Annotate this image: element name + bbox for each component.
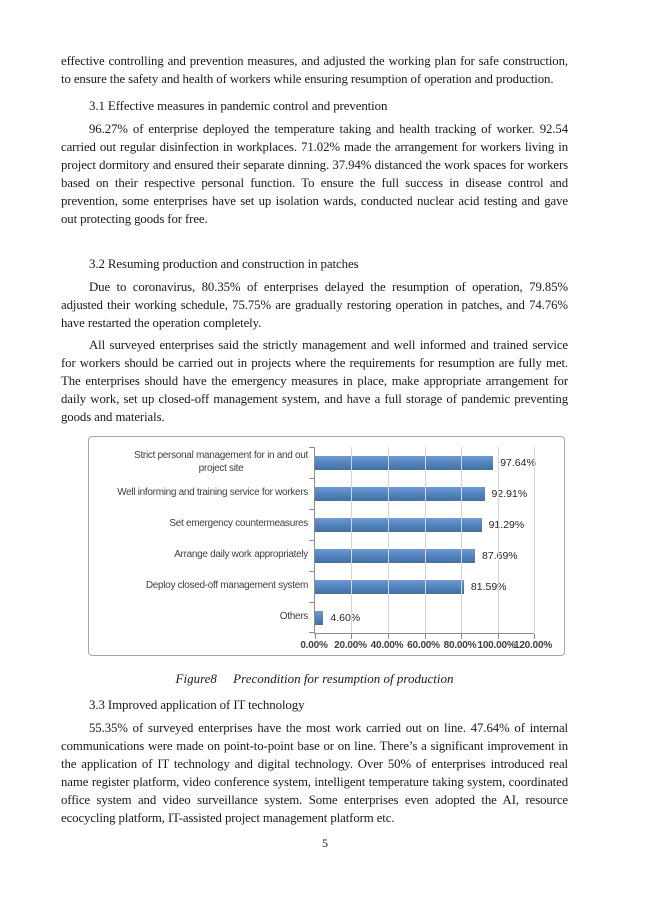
chart-category-tick bbox=[309, 602, 315, 603]
chart-category-tick bbox=[309, 477, 315, 479]
chart-category-label: Set emergency countermeasures bbox=[95, 509, 308, 540]
paragraph-intro: effective controlling and prevention mea… bbox=[61, 54, 568, 86]
chart-category-label: Well informing and training service for … bbox=[95, 478, 308, 509]
chart-category-label-text: Set emergency countermeasures bbox=[169, 518, 308, 530]
chart-bar-value-label: 97.64% bbox=[500, 456, 536, 469]
chart-bar-value-label: 92.91% bbox=[491, 487, 528, 500]
chart-category-label-text: Well informing and training service for … bbox=[117, 487, 308, 499]
chart-bar bbox=[315, 610, 324, 625]
heading-3-1: 3.1 Effective measures in pandemic contr… bbox=[89, 99, 388, 113]
paragraph-3-3: 55.35% of surveyed enterprises have the … bbox=[61, 721, 568, 825]
chart-category-label-text: Others bbox=[279, 611, 309, 623]
chart-category-label-text: Deploy closed-off management system bbox=[145, 580, 308, 592]
chart-gridline bbox=[497, 447, 499, 633]
chart-bar bbox=[315, 548, 476, 563]
chart-x-axis-tick-label: 80.00% bbox=[443, 640, 477, 651]
chart-x-axis-tick-label: 0.00% bbox=[300, 640, 328, 651]
chart-bar-row: 87.69% bbox=[315, 540, 534, 571]
chart-category-label: Others bbox=[95, 602, 309, 633]
chart-x-axis-tick-label: 100.00% bbox=[477, 640, 516, 651]
heading-3-2: 3.2 Resuming production and construction… bbox=[89, 257, 359, 271]
paragraph-3-1: 96.27% of enterprise deployed the temper… bbox=[61, 122, 568, 226]
chart-value-axis-labels: 0.00% 20.00% 40.00% 60.00% 80.00% 100.00% 120.… bbox=[300, 640, 552, 656]
chart-category-label: Deploy closed-off management system bbox=[95, 571, 308, 602]
chart-category-label-text: Arrange daily work appropriately bbox=[174, 549, 308, 561]
chart-bar bbox=[315, 517, 482, 532]
chart-category-tick bbox=[309, 540, 315, 541]
chart-category-tick bbox=[309, 570, 315, 572]
chart-gridline bbox=[534, 447, 535, 633]
chart-x-axis-tick-label: 40.00% bbox=[370, 640, 404, 651]
chart-gridline bbox=[460, 447, 462, 633]
chart-category-label-text: Strict personal management for in and ou… bbox=[134, 450, 308, 474]
chart-bar bbox=[315, 579, 464, 594]
figure8-bar-chart: Strict personal management for in and ou… bbox=[88, 436, 565, 656]
chart-gridline bbox=[351, 447, 353, 633]
chart-gridline bbox=[424, 447, 426, 633]
chart-category-label: Strict personal management for in and ou… bbox=[95, 447, 308, 478]
chart-plot-area: 97.64% 92.91% 91.29% 87.69% 81.59% 4.60% bbox=[309, 447, 536, 639]
chart-category-tick bbox=[309, 447, 315, 448]
chart-x-axis-tick-label: 120.00% bbox=[513, 640, 553, 651]
chart-value-tick bbox=[534, 634, 535, 639]
chart-x-axis-tick-label: 60.00% bbox=[407, 640, 440, 651]
chart-bar-value-label: 81.59% bbox=[470, 580, 507, 593]
chart-bar bbox=[315, 486, 485, 501]
chart-category-axis-labels: Strict personal management for in and ou… bbox=[95, 447, 308, 633]
chart-value-tick bbox=[315, 634, 316, 639]
chart-bar-row: 92.91% bbox=[315, 478, 534, 509]
page-number: 5 bbox=[322, 836, 328, 850]
chart-bar-value-label: 87.69% bbox=[482, 549, 518, 562]
chart-value-tick bbox=[460, 634, 462, 639]
chart-value-tick bbox=[351, 634, 353, 639]
paragraph-3-2-b: All surveyed enterprises said the strict… bbox=[61, 338, 568, 424]
paragraph-3-2-a: Due to coronavirus, 80.35% of enterprise… bbox=[61, 280, 568, 330]
chart-category-tick bbox=[309, 632, 315, 633]
heading-3-3: 3.3 Improved application of IT technolog… bbox=[89, 698, 305, 712]
chart-value-tick bbox=[387, 634, 389, 639]
chart-bar bbox=[315, 455, 494, 470]
chart-category-tick bbox=[309, 508, 315, 510]
figure-caption: Figure8 Precondition for resumption of p… bbox=[175, 671, 454, 686]
page-content: effective controlling and prevention mea… bbox=[61, 52, 568, 831]
chart-value-tick bbox=[424, 634, 426, 639]
chart-bar-row: 97.64% bbox=[315, 447, 536, 478]
chart-bar-row: 4.60% bbox=[315, 602, 534, 633]
chart-gridline bbox=[387, 447, 389, 633]
chart-bar-value-label: 4.60% bbox=[330, 611, 361, 624]
chart-value-tick bbox=[497, 634, 499, 639]
chart-bar-value-label: 91.29% bbox=[488, 518, 525, 531]
chart-x-axis-tick-label: 20.00% bbox=[334, 640, 367, 651]
chart-category-label: Arrange daily work appropriately bbox=[95, 540, 308, 571]
